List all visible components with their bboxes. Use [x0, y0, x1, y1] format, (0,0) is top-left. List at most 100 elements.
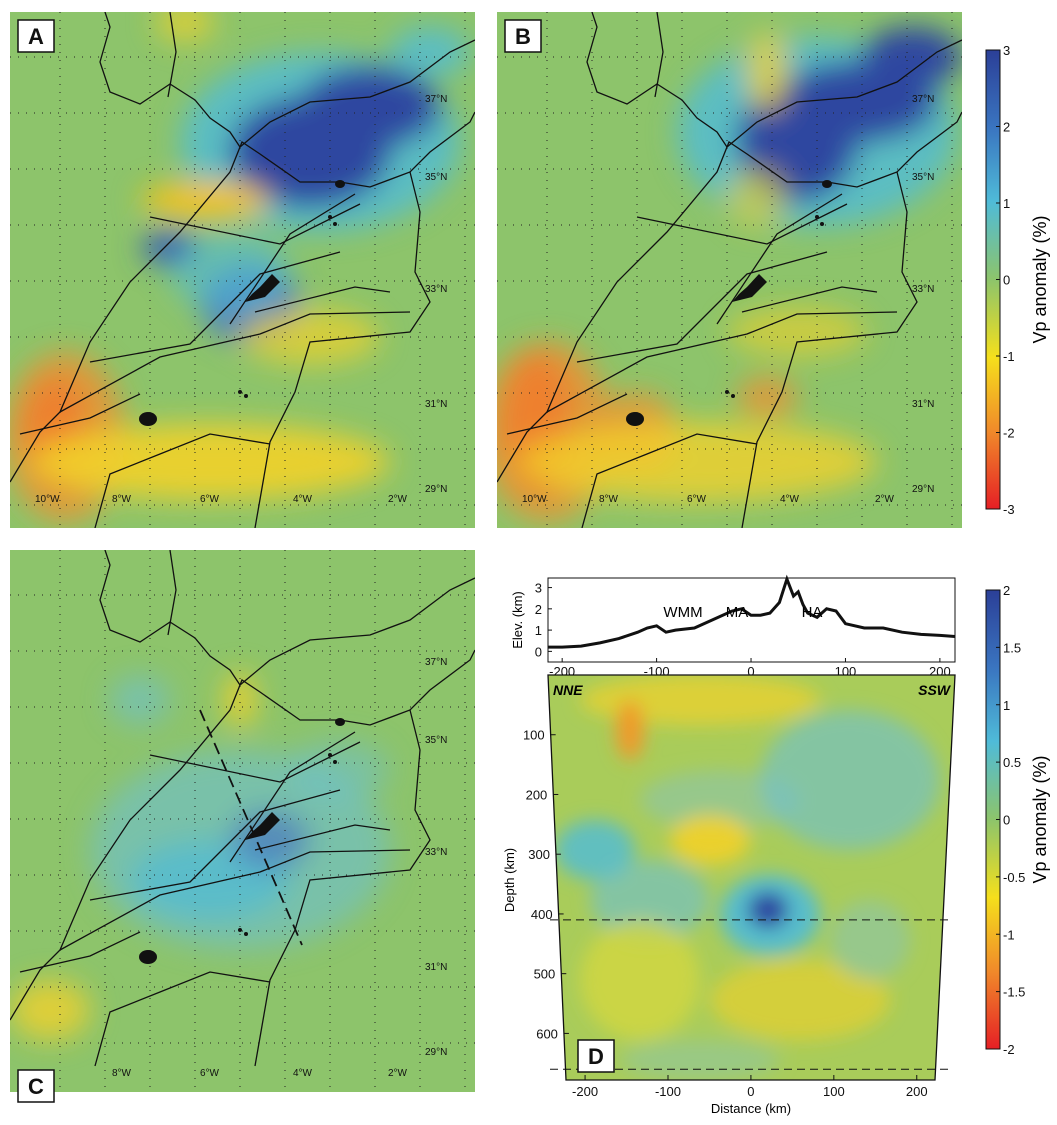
lon-label: 6°W: [200, 1068, 220, 1079]
lon-label: 8°W: [112, 1068, 132, 1079]
anomaly-blob: [737, 377, 797, 417]
colorbar-tick-label: 2: [1003, 120, 1010, 135]
map-panel: 37°N 35°N 33°N 31°N 29°N 8°W 6°W 4°W 2°W C: [10, 550, 475, 1103]
lat-label: 33°N: [425, 847, 447, 858]
x-tick-label: 200: [906, 1084, 928, 1099]
colorbar-tick-label: -3: [1003, 502, 1015, 517]
colorbar-tick-label: -2: [1003, 1042, 1015, 1057]
section-end-label: NNE: [553, 682, 583, 698]
panel-letter-box: [577, 1039, 615, 1073]
anomaly-blob: [640, 770, 800, 830]
anomaly-blob: [390, 27, 470, 77]
lon-label: 8°W: [599, 494, 619, 505]
anomaly-blob: [580, 675, 820, 725]
lat-label: 29°N: [425, 1047, 447, 1058]
y-tick-label: 2: [535, 602, 542, 617]
colorbar-tick-label: 2: [1003, 583, 1010, 598]
anomaly-blob: [240, 309, 380, 365]
map-content: [10, 550, 475, 1092]
profile-line: [199, 709, 303, 946]
y-tick-label: 600: [536, 1026, 558, 1041]
map-content: [10, 12, 475, 528]
colorbar-tick-label: 0.5: [1003, 755, 1021, 770]
colorbar-tick-label: 0: [1003, 273, 1010, 288]
y-tick-label: 200: [526, 787, 548, 802]
anomaly-blob: [555, 820, 635, 880]
anomaly-blob: [862, 27, 962, 87]
anomaly-blob: [155, 12, 215, 42]
map-panel: 37°N 35°N 33°N 31°N 29°N 10°W 8°W 6°W 4°W 2°W A: [10, 12, 475, 528]
y-tick-label: 1: [535, 623, 542, 638]
section-end-label: SSW: [918, 682, 952, 698]
lon-label: 2°W: [388, 494, 408, 505]
section-field: [548, 675, 955, 1080]
y-tick-label: 500: [534, 967, 556, 982]
panel-letter: A: [28, 24, 44, 49]
x-tick-label: 100: [823, 1084, 845, 1099]
lat-label: 29°N: [425, 484, 447, 495]
anomaly-blob: [580, 920, 700, 1040]
anomaly-blob: [30, 424, 390, 500]
lat-label: 37°N: [425, 94, 447, 105]
y-axis-label: Elev. (km): [510, 591, 525, 649]
lat-label: 33°N: [912, 284, 934, 295]
lon-label: 6°W: [200, 494, 220, 505]
section-frame: [547, 674, 956, 1081]
map-panel: 37°N 35°N 33°N 31°N 29°N 10°W 8°W 6°W 4°W 2°W B: [497, 12, 962, 528]
anomaly-blob: [830, 900, 910, 980]
colorbar-tick-label: -0.5: [1003, 870, 1025, 885]
y-tick-label: 0: [535, 644, 542, 659]
profile-annotation: MA: [726, 604, 749, 621]
lat-label: 37°N: [912, 94, 934, 105]
colorbar-tick-label: 0: [1003, 813, 1010, 828]
anomaly-blob: [225, 672, 255, 728]
lon-label: 2°W: [875, 494, 895, 505]
colorbar-tick-label: 1.5: [1003, 640, 1021, 655]
panel-letter: C: [28, 1074, 44, 1099]
colorbar-label: Vp anomaly (%): [1030, 755, 1050, 883]
profile-annotation: WMM: [663, 604, 702, 621]
lon-label: 2°W: [388, 1068, 408, 1079]
anomaly-blob: [517, 422, 877, 502]
panel-letter: D: [588, 1044, 604, 1069]
anomaly-blob: [110, 675, 170, 725]
lat-label: 31°N: [425, 399, 447, 410]
anomaly-blob: [748, 892, 788, 928]
colorbar-tick-label: -1: [1003, 349, 1015, 364]
y-tick-label: 3: [535, 581, 542, 596]
elevation-line: [548, 574, 956, 649]
colorbar-tick-label: 1: [1003, 196, 1010, 211]
colorbar-tick-label: -2: [1003, 426, 1015, 441]
anomaly-blob: [140, 182, 270, 218]
anomaly-blob: [230, 810, 310, 870]
lat-label: 35°N: [425, 172, 447, 183]
lon-label: 4°W: [780, 494, 800, 505]
anomaly-blob: [170, 232, 290, 312]
lat-label: 35°N: [912, 172, 934, 183]
anomaly-blob: [10, 980, 90, 1040]
x-axis-label: Distance (km): [711, 1101, 791, 1116]
anomaly-field: [10, 672, 390, 1040]
y-axis-label: Depth (km): [502, 848, 517, 912]
lat-label: 35°N: [425, 735, 447, 746]
panel-letter-box: [17, 19, 55, 53]
y-tick-label: 300: [528, 847, 550, 862]
colorbar-tick-label: 3: [1003, 43, 1010, 58]
y-tick-label: 100: [523, 728, 545, 743]
lat-label: 37°N: [425, 657, 447, 668]
x-tick-label: 0: [747, 664, 754, 679]
panel-letter-box: [504, 19, 542, 53]
lat-label: 31°N: [912, 399, 934, 410]
x-tick-label: -200: [572, 1084, 598, 1099]
colorbar-tick-label: 1: [1003, 698, 1010, 713]
lon-label: 10°W: [35, 494, 60, 505]
colorbar-label: Vp anomaly (%): [1030, 215, 1050, 343]
lat-label: 29°N: [912, 484, 934, 495]
anomaly-blob: [760, 710, 940, 850]
profile-annotation: HA: [802, 604, 823, 621]
anomaly-blob: [300, 67, 440, 147]
lon-label: 4°W: [293, 494, 313, 505]
lon-label: 8°W: [112, 494, 132, 505]
x-tick-label: -100: [655, 1084, 681, 1099]
